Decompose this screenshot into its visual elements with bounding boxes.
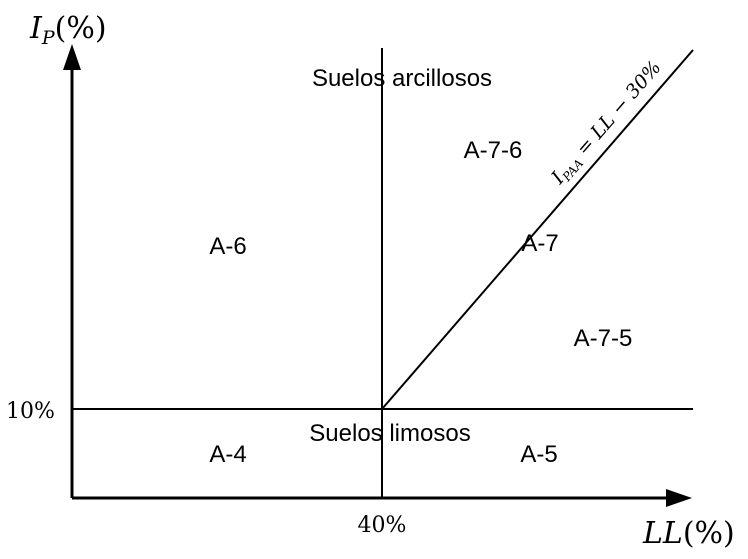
y-axis-subscript: P [41,27,56,49]
region-a5: A-5 [520,441,557,468]
ipaa-diagonal-line [381,49,694,410]
clay-soils-label: Suelos arcillosos [312,65,492,92]
ipaa-line-label: IPAA = LL − 30% [547,57,668,191]
x-axis-symbol: LL [642,516,683,551]
ipaa-equation: = LL − 30% [568,57,666,165]
silt-soils-label: Suelos limosos [309,420,470,447]
region-a4: A-4 [209,441,246,468]
region-a76: A-7-6 [464,137,523,164]
x-axis-unit: (%) [683,516,735,551]
x-axis-arrowhead [666,489,692,507]
region-a6: A-6 [209,233,246,260]
region-a7: A-7 [521,230,558,257]
y-axis-arrowhead [63,44,81,70]
y-axis-title: IP(%) [29,11,107,49]
x-axis-title: LL(%) [642,516,735,551]
y-axis-symbol: I [29,11,43,46]
region-a75: A-7-5 [574,325,633,352]
y-tick-10: 10% [6,399,55,424]
x-tick-40: 40% [358,513,407,538]
y-axis-unit: (%) [55,11,107,46]
